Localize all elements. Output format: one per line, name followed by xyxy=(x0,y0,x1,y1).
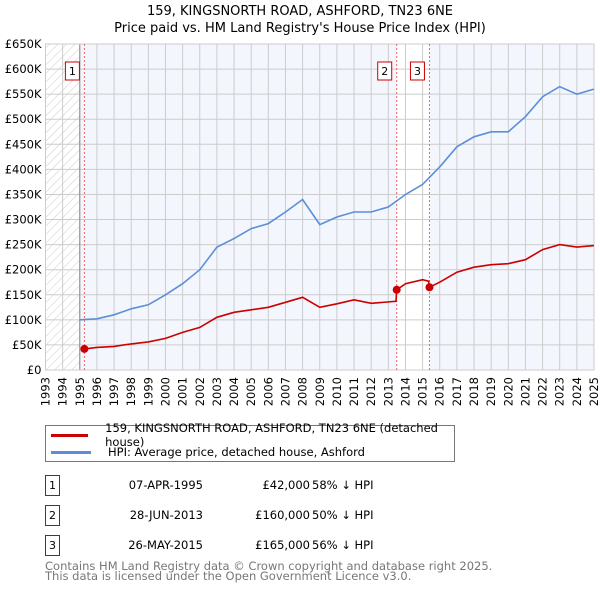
y-tick-label: £0 xyxy=(27,363,42,377)
x-tick-label: 2012 xyxy=(364,377,378,406)
x-tick-label: 2008 xyxy=(296,377,310,406)
subtitle-line: Price paid vs. HM Land Registry's House … xyxy=(114,21,486,36)
footer-line: This data is licensed under the Open Gov… xyxy=(45,569,412,583)
y-tick-label: £100K xyxy=(5,313,42,327)
sale-price: £160,000 xyxy=(255,508,310,522)
x-tick-label: 2001 xyxy=(176,377,190,406)
legend-label: 159, KINGSNORTH ROAD, ASHFORD, TN23 6NE … xyxy=(105,421,438,449)
series-line xyxy=(84,243,595,350)
x-tick-label: 1996 xyxy=(90,377,104,406)
x-tick-label: 2023 xyxy=(553,377,567,406)
sale-hpi-diff: 58% ↓ HPI xyxy=(312,478,374,492)
y-tick-label: £550K xyxy=(5,87,42,101)
legend-item-property: 159, KINGSNORTH ROAD, ASHFORD, TN23 6NE … xyxy=(46,421,454,449)
y-tick-label: £200K xyxy=(5,263,42,277)
sale-point xyxy=(80,344,89,353)
x-tick-label: 2003 xyxy=(210,377,224,406)
x-tick-label: 2017 xyxy=(450,377,464,406)
footer: Contains HM Land Registry data © Crown c… xyxy=(45,559,493,583)
x-tick-label: 2014 xyxy=(398,377,412,406)
legend-label: HPI: Average price, detached house, Ashf… xyxy=(108,445,365,459)
x-tick-label: 1998 xyxy=(124,377,138,406)
footer-line: Contains HM Land Registry data © Crown c… xyxy=(45,559,493,573)
x-tick-label: 2022 xyxy=(536,377,550,406)
sale-marker-badge: 2 xyxy=(45,505,60,526)
y-tick-label: £400K xyxy=(5,162,42,176)
x-tick-label: 1993 xyxy=(39,377,53,406)
y-tick-label: £650K xyxy=(5,37,42,51)
legend-item-hpi: HPI: Average price, detached house, Ashf… xyxy=(46,444,365,460)
title-line: 159, KINGSNORTH ROAD, ASHFORD, TN23 6NE xyxy=(146,4,454,19)
x-tick-label: 2010 xyxy=(330,377,344,406)
x-tick-label: 2009 xyxy=(313,377,327,406)
x-tick-label: 2016 xyxy=(433,377,447,406)
chart-title: 159, KINGSNORTH ROAD, ASHFORD, TN23 6NE … xyxy=(0,3,600,37)
y-tick-label: £500K xyxy=(5,112,42,126)
y-tick-label: £450K xyxy=(5,137,42,151)
sale-price: £165,000 xyxy=(255,538,310,552)
y-tick-label: £50K xyxy=(12,338,42,352)
y-tick-label: £350K xyxy=(5,187,42,201)
sale-row: 2 28-JUN-2013 £160,000 50% ↓ HPI xyxy=(45,505,465,526)
x-tick-label: 2018 xyxy=(467,377,481,406)
x-tick-label: 2024 xyxy=(570,377,584,406)
chart-legend: 159, KINGSNORTH ROAD, ASHFORD, TN23 6NE … xyxy=(45,421,455,462)
sale-hpi-diff: 56% ↓ HPI xyxy=(312,538,374,552)
sale-date: 07-APR-1995 xyxy=(128,478,203,492)
x-tick-label: 2020 xyxy=(501,377,515,406)
sale-label: 3 xyxy=(414,65,421,78)
sale-price: £42,000 xyxy=(262,478,310,492)
x-tick-label: 1995 xyxy=(73,377,87,406)
red-line-swatch xyxy=(51,433,89,437)
y-tick-label: £250K xyxy=(5,238,42,252)
x-tick-label: 1999 xyxy=(141,377,155,406)
sale-row: 3 26-MAY-2015 £165,000 56% ↓ HPI xyxy=(45,535,465,556)
series-line xyxy=(79,85,595,321)
price-chart: 1993 1994 1995 1996 1997 1998 1999 2000 2001 2002… xyxy=(5,37,600,406)
x-tick-label: 2013 xyxy=(381,377,395,406)
sale-date: 28-JUN-2013 xyxy=(129,508,203,522)
sale-hpi-diff: 50% ↓ HPI xyxy=(312,508,374,522)
sale-date: 26-MAY-2015 xyxy=(128,538,203,552)
y-tick-label: £150K xyxy=(5,288,42,302)
x-tick-label: 2011 xyxy=(347,377,361,406)
plot-border xyxy=(45,43,595,371)
sale-marker-badge: 3 xyxy=(45,535,60,556)
x-tick-label: 2004 xyxy=(227,377,241,406)
x-tick-label: 2021 xyxy=(518,377,532,406)
x-tick-label: 2019 xyxy=(484,377,498,406)
x-tick-label: 2025 xyxy=(587,377,600,406)
x-tick-label: 2015 xyxy=(416,377,430,406)
sale-marker-badge: 1 xyxy=(45,475,60,496)
blue-line-swatch xyxy=(51,450,91,454)
x-tick-label: 2000 xyxy=(158,377,172,406)
x-tick-label: 1994 xyxy=(56,377,70,406)
sale-label: 1 xyxy=(69,65,76,78)
y-tick-label: £600K xyxy=(5,62,42,76)
x-tick-label: 1997 xyxy=(107,377,121,406)
y-tick-label: £300K xyxy=(5,213,42,227)
sale-label: 2 xyxy=(381,65,388,78)
sale-label-box xyxy=(377,61,393,81)
sale-label-box xyxy=(64,61,80,81)
sale-point xyxy=(425,283,434,292)
x-tick-label: 2007 xyxy=(278,377,292,406)
x-tick-label: 2005 xyxy=(244,377,258,406)
sale-point xyxy=(392,285,401,294)
between-sales-region xyxy=(396,44,430,370)
sale-row: 1 07-APR-1995 £42,000 58% ↓ HPI xyxy=(45,475,465,496)
x-tick-label: 2002 xyxy=(193,377,207,406)
x-tick-label: 2006 xyxy=(261,377,275,406)
sale-label-box xyxy=(409,61,425,81)
